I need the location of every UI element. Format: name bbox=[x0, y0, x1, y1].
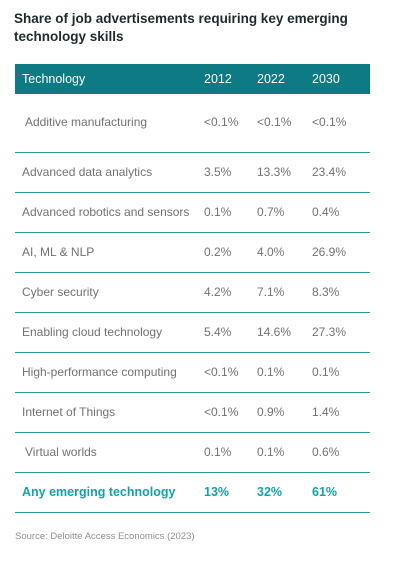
row-label: High-performance computing bbox=[15, 352, 204, 393]
cell-2030: 0.4% bbox=[312, 192, 370, 233]
row-label: Additive manufacturing bbox=[15, 94, 204, 153]
cell-2022: 14.6% bbox=[257, 312, 312, 353]
column-header-2012: 2012 bbox=[204, 72, 232, 86]
cell-2022: 13.3% bbox=[257, 152, 312, 193]
table-row: AI, ML & NLP 0.2% 4.0% 26.9% bbox=[15, 232, 370, 273]
cell-2022: 4.0% bbox=[257, 232, 312, 273]
table-row: Enabling cloud technology 5.4% 14.6% 27.… bbox=[15, 312, 370, 353]
cell-2022: 0.7% bbox=[257, 192, 312, 233]
row-label: AI, ML & NLP bbox=[15, 232, 204, 273]
cell-2030: 0.1% bbox=[312, 352, 370, 393]
cell-2030: 8.3% bbox=[312, 272, 370, 313]
row-label: Advanced data analytics bbox=[15, 152, 204, 193]
total-2012: 13% bbox=[204, 472, 257, 513]
cell-2030: 23.4% bbox=[312, 152, 370, 193]
cell-2012: 0.2% bbox=[204, 232, 257, 273]
cell-2012: <0.1% bbox=[204, 392, 257, 433]
cell-2022: 7.1% bbox=[257, 272, 312, 313]
table-row: Advanced robotics and sensors 0.1% 0.7% … bbox=[15, 192, 370, 233]
row-label: Virtual worlds bbox=[15, 432, 204, 473]
cell-2030: 27.3% bbox=[312, 312, 370, 353]
header-row: Technology 2012 2022 2030 bbox=[15, 64, 370, 94]
total-label: Any emerging technology bbox=[15, 472, 204, 513]
cell-2030: 0.6% bbox=[312, 432, 370, 473]
cell-2012: 0.1% bbox=[204, 192, 257, 233]
source-note: Source: Deloitte Access Economics (2023) bbox=[15, 531, 195, 542]
table-title: Share of job advertisements requiring ke… bbox=[14, 11, 348, 44]
cell-2022: <0.1% bbox=[257, 94, 312, 153]
column-header-technology: Technology bbox=[22, 72, 86, 86]
cell-2030: 1.4% bbox=[312, 392, 370, 433]
row-label: Enabling cloud technology bbox=[15, 312, 204, 353]
table-row: Cyber security 4.2% 7.1% 8.3% bbox=[15, 272, 370, 313]
cell-2012: 3.5% bbox=[204, 152, 257, 193]
cell-2030: 26.9% bbox=[312, 232, 370, 273]
row-label: Cyber security bbox=[15, 272, 204, 313]
total-2022: 32% bbox=[257, 472, 312, 513]
cell-2022: 0.1% bbox=[257, 432, 312, 473]
row-label: Internet of Things bbox=[15, 392, 204, 433]
table-row: Internet of Things <0.1% 0.9% 1.4% bbox=[15, 392, 370, 433]
cell-2012: 0.1% bbox=[204, 432, 257, 473]
row-label: Advanced robotics and sensors bbox=[15, 192, 204, 233]
cell-2022: 0.9% bbox=[257, 392, 312, 433]
cell-2012: <0.1% bbox=[204, 94, 257, 153]
cell-2012: 4.2% bbox=[204, 272, 257, 313]
skills-table: Technology 2012 2022 2030 Additive manuf… bbox=[15, 64, 370, 513]
cell-2030: <0.1% bbox=[312, 94, 370, 153]
column-header-2030: 2030 bbox=[312, 72, 340, 86]
cell-2012: 5.4% bbox=[204, 312, 257, 353]
table-row: High-performance computing <0.1% 0.1% 0.… bbox=[15, 352, 370, 393]
total-row: Any emerging technology 13% 32% 61% bbox=[15, 472, 370, 513]
total-2030: 61% bbox=[312, 472, 370, 513]
table-row: Advanced data analytics 3.5% 13.3% 23.4% bbox=[15, 152, 370, 193]
table-row: Virtual worlds 0.1% 0.1% 0.6% bbox=[15, 432, 370, 473]
cell-2012: <0.1% bbox=[204, 352, 257, 393]
cell-2022: 0.1% bbox=[257, 352, 312, 393]
table-row: Additive manufacturing <0.1% <0.1% <0.1% bbox=[15, 94, 370, 153]
column-header-2022: 2022 bbox=[257, 72, 285, 86]
